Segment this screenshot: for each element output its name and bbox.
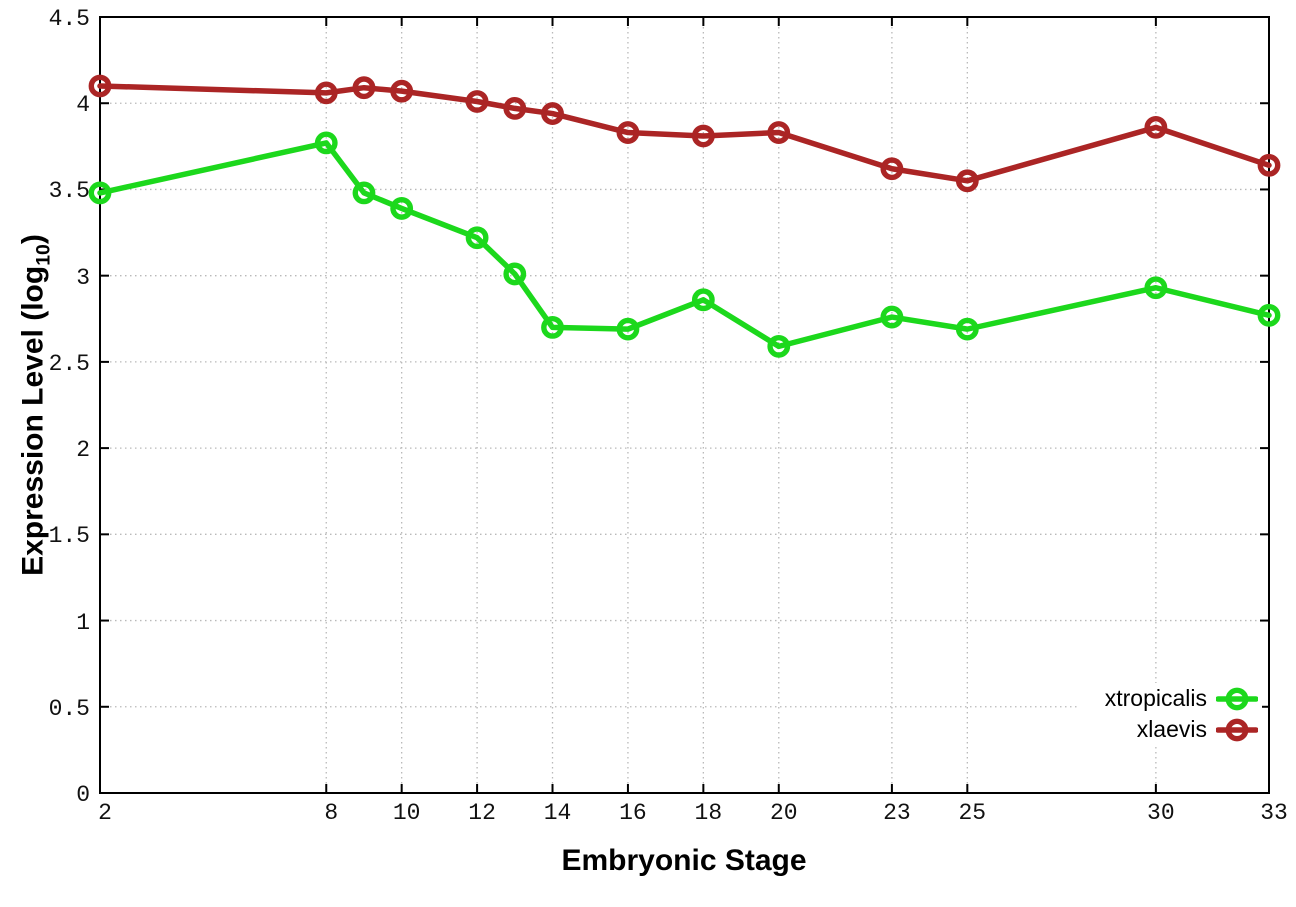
y-axis-title-subscript: 10 bbox=[32, 244, 55, 266]
x-tick-label: 23 bbox=[883, 800, 911, 826]
x-tick-label: 12 bbox=[468, 800, 496, 826]
data-point-xlaevis bbox=[541, 102, 564, 125]
legend-label-xlaevis: xlaevis bbox=[1136, 716, 1207, 742]
legend-sample-circle bbox=[1225, 687, 1249, 710]
x-tick-label: 30 bbox=[1147, 800, 1175, 826]
y-tick-label: 1.5 bbox=[48, 523, 90, 550]
data-point-xlaevis bbox=[880, 157, 904, 181]
legend-label-xtropicalis: xtropicalis bbox=[1104, 685, 1207, 711]
data-point-xtropicalis bbox=[390, 197, 414, 220]
data-point-xtropicalis bbox=[352, 181, 376, 205]
data-point-xlaevis bbox=[390, 79, 414, 103]
data-point-xlaevis bbox=[465, 90, 489, 113]
data-point-xtropicalis bbox=[767, 334, 791, 358]
data-point-xtropicalis bbox=[465, 226, 489, 250]
data-point-xlaevis bbox=[691, 124, 715, 148]
y-tick-label: 1 bbox=[76, 609, 90, 636]
data-point-xtropicalis bbox=[691, 288, 715, 312]
legend-marker-xtropicalis-icon bbox=[1216, 687, 1258, 710]
data-point-xtropicalis bbox=[955, 317, 979, 341]
x-tick-label: 18 bbox=[694, 800, 723, 826]
data-point-xtropicalis bbox=[880, 305, 904, 329]
x-axis-title: Embryonic Stage bbox=[561, 844, 807, 877]
y-tick-label: 4.5 bbox=[48, 6, 90, 32]
y-tick-label: 2 bbox=[76, 437, 90, 464]
legend-sample-circle bbox=[1225, 718, 1249, 741]
data-point-xtropicalis bbox=[1257, 303, 1281, 327]
data-point-xtropicalis bbox=[314, 131, 338, 155]
legend-marker-xlaevis-icon bbox=[1216, 718, 1258, 741]
data-point-xlaevis bbox=[88, 74, 112, 98]
legend-item-xtropicalis: xtropicalis bbox=[1080, 683, 1262, 714]
x-tick-label: 25 bbox=[958, 800, 987, 826]
y-tick-label: 3 bbox=[76, 264, 90, 291]
y-tick-label: 3.5 bbox=[48, 178, 90, 205]
data-point-xtropicalis bbox=[88, 181, 112, 205]
plot-border bbox=[99, 16, 1270, 794]
data-point-xtropicalis bbox=[616, 317, 640, 341]
data-point-xtropicalis bbox=[1144, 276, 1168, 300]
data-point-xlaevis bbox=[503, 96, 527, 120]
data-point-xlaevis bbox=[767, 121, 791, 144]
data-point-xlaevis bbox=[955, 169, 979, 193]
series-line-xtropicalis bbox=[97, 140, 1272, 350]
x-tick-label: 14 bbox=[543, 800, 572, 826]
y-tick-label: 4 bbox=[76, 92, 90, 119]
data-point-xtropicalis bbox=[503, 262, 527, 286]
x-tick-label: 16 bbox=[619, 800, 647, 826]
y-axis-title-suffix: ) bbox=[16, 234, 50, 245]
series-line-xlaevis bbox=[97, 83, 1272, 184]
y-axis-title-text: Expression Level (log bbox=[16, 265, 50, 576]
legend: xtropicalis xlaevis bbox=[1080, 683, 1262, 745]
y-tick-label: 0 bbox=[76, 782, 90, 808]
data-point-xlaevis bbox=[352, 76, 376, 100]
x-tick-label: 20 bbox=[769, 800, 798, 826]
y-tick-label: 0.5 bbox=[48, 695, 90, 722]
x-tick-label: 8 bbox=[324, 800, 339, 826]
x-tick-label: 2 bbox=[98, 800, 112, 826]
data-point-xlaevis bbox=[1257, 153, 1281, 177]
data-point-xlaevis bbox=[616, 121, 640, 144]
data-point-xlaevis bbox=[314, 81, 338, 105]
y-tick-label: 2.5 bbox=[48, 350, 90, 377]
data-point-xtropicalis bbox=[541, 315, 564, 339]
data-point-xlaevis bbox=[1144, 115, 1168, 139]
x-tick-label: 33 bbox=[1260, 800, 1288, 826]
legend-item-xlaevis: xlaevis bbox=[1080, 714, 1262, 745]
x-tick-label: 10 bbox=[392, 800, 421, 826]
